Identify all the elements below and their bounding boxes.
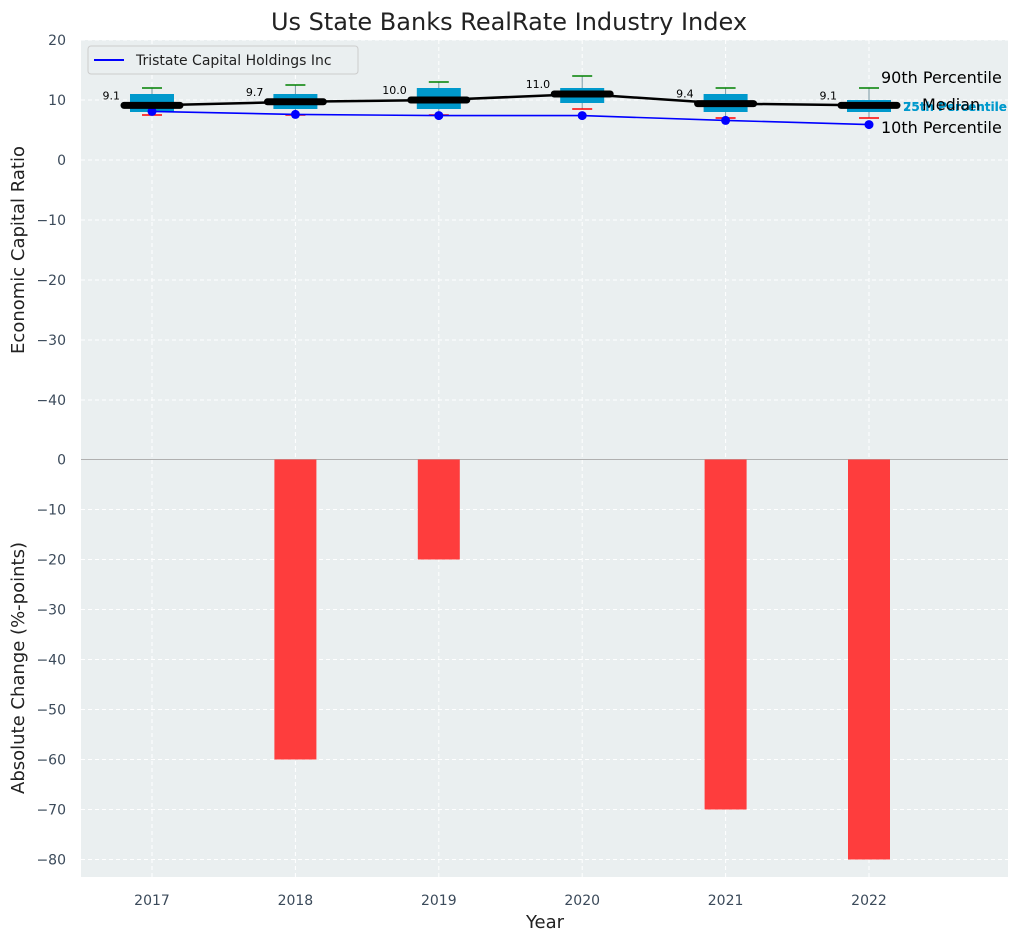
change-bar <box>848 459 890 860</box>
company-line <box>151 110 870 126</box>
legend-box <box>87 45 359 75</box>
company-point <box>577 111 587 121</box>
median-value-label: 9.1 <box>103 89 121 102</box>
median-value-label: 9.1 <box>820 89 838 102</box>
annotation-p10: 10th Percentile <box>881 118 1002 137</box>
y-tick-top: 10 <box>48 93 66 109</box>
median-series: 9.1 9.7 10.0 11.0 9.4 9.1 <box>103 78 901 109</box>
y-axis-label-bottom: Absolute Change (%-points) <box>8 542 29 794</box>
median-value-label: 9.4 <box>676 88 694 101</box>
x-tick: 2019 <box>421 893 457 909</box>
x-tick: 2021 <box>708 893 744 909</box>
company-point <box>864 120 874 130</box>
y-tick-top: −10 <box>36 213 66 229</box>
y-tick-top: −30 <box>36 333 66 349</box>
x-tick: 2022 <box>851 893 887 909</box>
y-tick-top: −20 <box>36 273 66 289</box>
y-tick-bottom: −60 <box>36 753 66 769</box>
annotation-p25: 25th Percentile <box>903 100 1007 114</box>
y-tick-bottom: −10 <box>36 503 66 519</box>
median-value-label: 11.0 <box>526 78 551 91</box>
company-point <box>434 111 444 121</box>
y-axis-label-top: Economic Capital Ratio <box>8 146 29 354</box>
y-tick-bottom: −80 <box>36 853 66 869</box>
change-bar <box>417 459 460 560</box>
y-tick-bottom: −30 <box>36 603 66 619</box>
y-tick-top: 20 <box>48 33 66 49</box>
x-tick: 2017 <box>134 893 170 909</box>
legend-label: Tristate Capital Holdings Inc <box>135 53 332 69</box>
tick-labels: 20 10 0 −10 −20 −30 −40 0 −10 −20 −30 −40 −50 −60 −70 −… <box>36 33 886 909</box>
legend: Tristate Capital Holdings Inc <box>87 45 359 75</box>
y-tick-bottom: 0 <box>57 453 66 469</box>
y-tick-bottom: −70 <box>36 803 66 819</box>
company-point <box>147 106 157 116</box>
annotation-median: Median <box>922 95 980 114</box>
y-tick-top: 0 <box>57 153 66 169</box>
company-point <box>721 115 731 125</box>
x-axis-label: Year <box>525 912 565 933</box>
annotation-p75: 75th Percentile <box>903 100 1007 114</box>
change-bar <box>704 459 747 810</box>
company-point <box>290 109 300 119</box>
median-value-label: 9.7 <box>246 86 264 99</box>
company-series <box>147 106 874 130</box>
y-tick-top: −40 <box>36 393 66 409</box>
annotation-p90: 90th Percentile <box>881 68 1002 87</box>
y-tick-bottom: −20 <box>36 553 66 569</box>
y-tick-bottom: −40 <box>36 653 66 669</box>
y-tick-bottom: −50 <box>36 703 66 719</box>
percentile-annotations: 90th Percentile 75th Percentile 25th Per… <box>881 68 1007 137</box>
x-tick: 2018 <box>278 893 314 909</box>
chart-title: Us State Banks RealRate Industry Index <box>271 8 747 36</box>
median-value-label: 10.0 <box>382 84 407 97</box>
change-bars <box>274 459 890 860</box>
x-tick: 2020 <box>564 893 600 909</box>
change-bar <box>274 459 317 760</box>
